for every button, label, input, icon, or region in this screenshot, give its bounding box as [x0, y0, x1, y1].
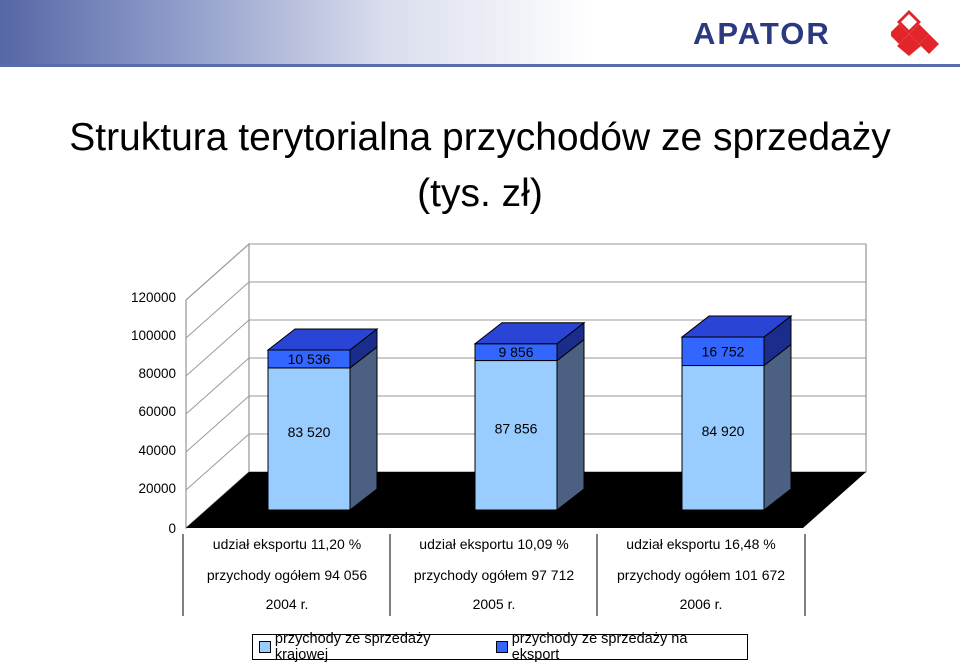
bar-domestic: [474, 360, 558, 511]
gridline-side: [185, 281, 250, 339]
y-tick-label: 0: [168, 521, 176, 536]
slide-title: Struktura terytorialna przychodów ze spr…: [69, 116, 891, 215]
data-label-domestic: 87 856: [495, 420, 538, 436]
legend-item-export: przychody ze sprzedaży na eksport: [495, 631, 737, 663]
category-label: przychody ogółem 101 672: [617, 567, 785, 583]
data-label-domestic: 84 920: [702, 423, 745, 439]
y-tick-label: 120000: [131, 290, 176, 305]
category-label: 2006 r.: [680, 596, 723, 612]
chart-legend: przychody ze sprzedaży krajowej przychod…: [252, 631, 748, 663]
bar-domestic: [681, 365, 765, 511]
legend-label-export: przychody ze sprzedaży na eksport: [511, 631, 688, 663]
bar-export-top: [680, 315, 793, 338]
category-label: 2004 r.: [266, 596, 309, 612]
gridline-side: [185, 357, 250, 415]
legend-swatch-domestic: [259, 641, 271, 653]
category-label: 2005 r.: [473, 596, 516, 612]
category-label: przychody ogółem 94 056: [207, 567, 368, 583]
gridline-side: [185, 319, 250, 377]
header-divider: [0, 64, 960, 67]
gridline-side: [185, 395, 250, 453]
bar-domestic-side: [556, 338, 585, 512]
header-band: [0, 0, 960, 66]
y-tick-label: 60000: [138, 404, 176, 419]
category-label: przychody ogółem 97 712: [414, 567, 575, 583]
gridline-side: [185, 433, 250, 491]
bar-domestic-side: [763, 343, 792, 512]
data-label-export: 9 856: [498, 344, 533, 360]
bar-domestic-side: [349, 345, 378, 512]
data-label-export: 16 752: [702, 343, 745, 359]
bar-export-top: [473, 322, 586, 345]
bar-export: [681, 336, 765, 367]
y-tick-label: 80000: [138, 366, 176, 381]
bar-domestic: [267, 367, 351, 511]
y-tick-label: 100000: [131, 328, 176, 343]
category-label: udział eksportu 11,20 %: [213, 536, 361, 552]
y-tick-label: 40000: [138, 443, 176, 458]
y-tick-label: 20000: [138, 481, 176, 496]
bar-export-top: [266, 328, 379, 351]
diamond-logo-icon: [891, 10, 939, 56]
category-label: udział eksportu 10,09 %: [419, 536, 568, 552]
gridline-side: [185, 243, 250, 301]
apator-logo: APATOR: [693, 10, 951, 56]
data-label-export: 10 536: [288, 351, 331, 367]
legend-item-domestic: przychody ze sprzedaży krajowej: [259, 631, 486, 663]
legend-swatch-export: [495, 641, 508, 653]
category-label: udział eksportu 16,48 %: [626, 536, 775, 552]
brand-name: APATOR: [693, 16, 831, 51]
legend-label-domestic: przychody ze sprzedaży krajowej: [274, 631, 431, 663]
data-label-domestic: 83 520: [288, 424, 331, 440]
